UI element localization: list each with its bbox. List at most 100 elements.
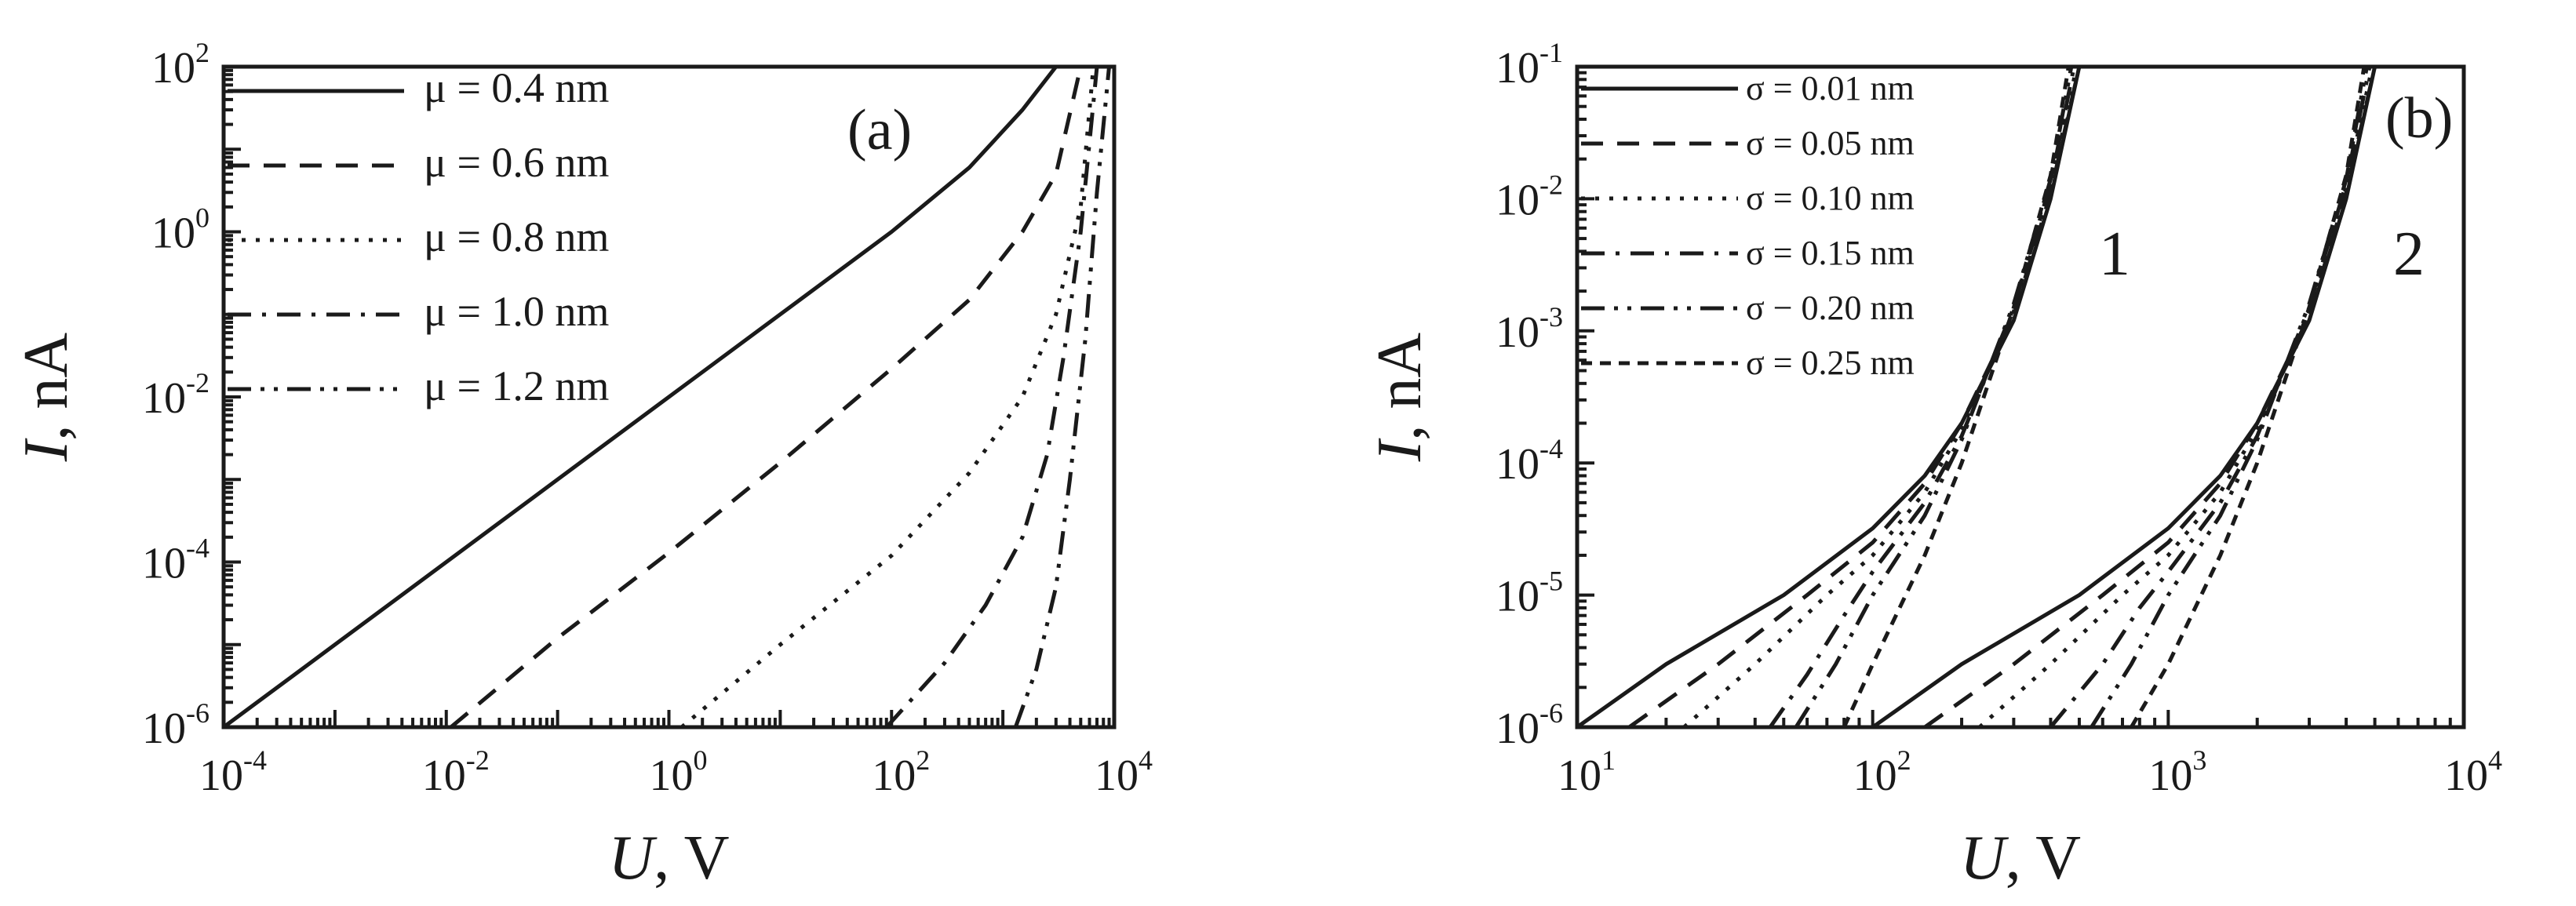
x-tick-label-base: 10 <box>872 751 916 800</box>
x-tick-label-exp: 4 <box>1139 744 1153 776</box>
y-tick-label-base: 10 <box>151 209 195 258</box>
plot-frame <box>1575 64 2466 730</box>
x-tick-label-exp: 0 <box>694 744 708 776</box>
x-tick-label-base: 10 <box>199 751 243 800</box>
legend-label: σ = 0.05 nm <box>1746 124 1915 162</box>
y-axis-label: I, nA <box>12 333 81 463</box>
x-tick-label: 104 <box>1095 744 1153 800</box>
y-tick-label: 10-4 <box>142 533 210 588</box>
x-axis-var: U <box>608 824 658 893</box>
y-tick-label-base: 10 <box>1496 44 1539 93</box>
x-tick-label: 100 <box>650 744 708 800</box>
series-line--0-20-nm-group-2 <box>2090 67 2369 727</box>
curve-group-label: 2 <box>2393 220 2425 289</box>
y-tick-label-exp: -6 <box>186 697 210 729</box>
x-tick-label: 10-2 <box>422 744 490 800</box>
y-tick-label-exp: -1 <box>1539 37 1563 68</box>
x-axis-label: U, V <box>608 824 729 893</box>
x-tick-label-base: 10 <box>2444 751 2488 800</box>
series-group <box>224 67 1111 727</box>
series-line--0-05-nm-group-1 <box>1627 67 2082 727</box>
panel-label: (b) <box>2385 86 2453 151</box>
x-tick-label-base: 10 <box>1558 751 1601 800</box>
series-line--1-2-nm <box>1013 67 1111 727</box>
y-tick-label-exp: -4 <box>186 533 210 564</box>
y-tick-label: 10-2 <box>142 367 210 423</box>
y-tick-label-exp: 0 <box>195 202 210 234</box>
y-tick-label-base: 10 <box>151 44 195 93</box>
x-tick-label: 104 <box>2444 744 2502 800</box>
series-line--0-15-nm-group-1 <box>1768 67 2076 727</box>
x-tick-label-exp: -2 <box>466 744 490 776</box>
series-line--0-10-nm-group-1 <box>1682 67 2079 727</box>
y-tick-label: 102 <box>151 37 210 93</box>
y-tick-label-exp: -3 <box>1539 301 1563 333</box>
series-line--0-25-nm-group-1 <box>1842 67 2071 727</box>
x-tick-label: 103 <box>2148 744 2206 800</box>
y-tick-label: 10-5 <box>1496 566 1563 621</box>
y-tick-label: 10-6 <box>1496 697 1563 753</box>
y-tick-label-base: 10 <box>142 374 186 423</box>
x-tick-label-base: 10 <box>1095 751 1139 800</box>
y-tick-label-exp: -2 <box>186 367 210 398</box>
y-axis-unit: , nA <box>1365 333 1434 441</box>
x-tick-label-exp: -4 <box>243 744 267 776</box>
legend-label: μ = 0.6 nm <box>424 139 609 186</box>
y-tick-label: 10-2 <box>1496 169 1563 224</box>
legend-label: μ = 0.4 nm <box>424 64 609 111</box>
y-axis-unit: , nA <box>12 333 81 441</box>
legend-label: μ = 1.0 nm <box>424 288 609 335</box>
y-tick-label-base: 10 <box>142 540 186 588</box>
legend-label: μ = 1.2 nm <box>424 362 609 409</box>
legend-label: σ = 0.01 nm <box>1746 69 1915 107</box>
series-line--0-01-nm-group-1 <box>1577 67 2082 727</box>
y-tick-label-exp: -5 <box>1539 566 1563 597</box>
x-axis-var: U <box>1960 824 2009 893</box>
y-tick-label-exp: -4 <box>1539 433 1563 464</box>
x-tick-label-exp: 1 <box>1601 744 1616 776</box>
x-tick-label-exp: 2 <box>1897 744 1911 776</box>
y-tick-label: 10-3 <box>1496 301 1563 357</box>
x-tick-label-base: 10 <box>2148 751 2192 800</box>
y-tick-label: 100 <box>151 202 210 258</box>
series-line--0-05-nm-group-2 <box>1923 67 2377 727</box>
y-tick-label: 10-1 <box>1496 37 1563 93</box>
y-tick-label-base: 10 <box>1496 440 1539 489</box>
curve-group-label: 1 <box>2099 220 2130 289</box>
series-line--0-6-nm <box>449 67 1083 727</box>
series-group <box>1577 67 2377 727</box>
x-axis-unit: , V <box>654 824 729 893</box>
x-tick-label: 101 <box>1558 744 1616 800</box>
x-tick-label: 10-4 <box>199 744 267 800</box>
y-tick-label-base: 10 <box>1496 573 1539 621</box>
series-line--1-0-nm <box>884 67 1099 727</box>
x-tick-label-base: 10 <box>422 751 466 800</box>
y-axis-label: I, nA <box>1365 333 1434 463</box>
y-axis-var: I <box>12 438 81 462</box>
y-tick-label: 10-4 <box>1496 433 1563 489</box>
y-tick-label-base: 10 <box>142 704 186 753</box>
series-line--0-8-nm <box>680 67 1095 727</box>
legend-label: σ = 0.25 nm <box>1746 344 1915 382</box>
legend: σ = 0.01 nm σ = 0.05 nm σ = 0.10 nm σ = 0.1… <box>1581 69 1915 382</box>
y-tick-label-exp: 2 <box>195 37 210 68</box>
x-tick-label-exp: 4 <box>2488 744 2502 776</box>
y-axis-var: I <box>1365 438 1434 462</box>
legend: μ = 0.4 nm μ = 0.6 nm μ = 0.8 nm μ = 1.0 nm… <box>228 64 609 409</box>
y-tick-label: 10-6 <box>142 697 210 753</box>
y-tick-label-base: 10 <box>1496 308 1539 357</box>
x-axis-label: U, V <box>1960 824 2081 893</box>
series-line--0-15-nm-group-2 <box>2049 67 2372 727</box>
series-line--0-25-nm-group-2 <box>2130 67 2366 727</box>
x-tick-label-base: 10 <box>1853 751 1897 800</box>
series-line--0-4-nm <box>224 67 1058 727</box>
x-tick-label: 102 <box>872 744 930 800</box>
x-tick-label-exp: 2 <box>916 744 930 776</box>
x-axis-unit: , V <box>2006 824 2081 893</box>
x-tick-label-exp: 3 <box>2192 744 2206 776</box>
series-line--0-01-nm-group-2 <box>1871 67 2377 727</box>
legend-label: σ − 0.20 nm <box>1746 289 1915 327</box>
